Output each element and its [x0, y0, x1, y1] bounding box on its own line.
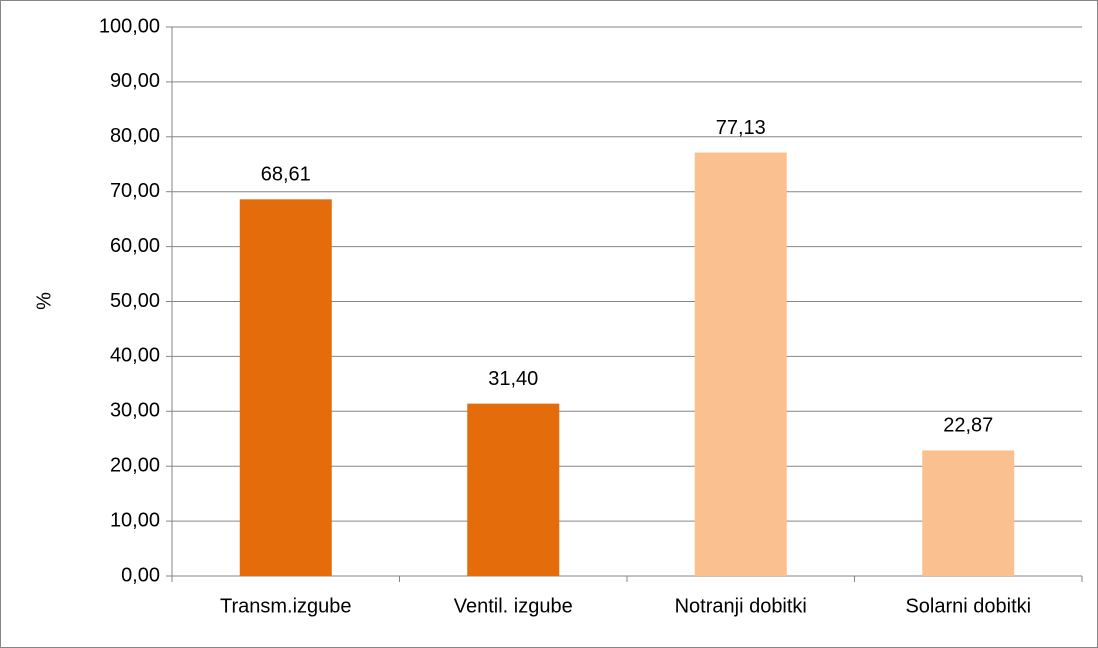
- y-tick-label: 10,00: [110, 509, 160, 531]
- bar: [239, 199, 332, 576]
- y-tick-label: 30,00: [110, 400, 160, 422]
- x-tick-label: Ventil. izgube: [454, 595, 573, 617]
- y-tick-label: 70,00: [110, 180, 160, 202]
- data-label: 22,87: [943, 415, 993, 437]
- y-tick-label: 20,00: [110, 454, 160, 476]
- y-tick-label: 80,00: [110, 125, 160, 147]
- y-tick-label: 90,00: [110, 70, 160, 92]
- y-tick-label: 0,00: [121, 564, 160, 586]
- data-label: 31,40: [488, 368, 538, 390]
- bar: [922, 450, 1015, 576]
- bar: [467, 403, 560, 576]
- data-label: 77,13: [716, 117, 766, 139]
- y-tick-label: 40,00: [110, 345, 160, 367]
- y-tick-label: 100,00: [99, 15, 160, 37]
- data-label: 68,61: [261, 164, 311, 186]
- y-axis-label: %: [33, 292, 55, 310]
- bar: [694, 152, 787, 576]
- x-tick-label: Transm.izgube: [220, 595, 352, 617]
- x-tick-label: Solarni dobitki: [905, 595, 1031, 617]
- y-tick-label: 50,00: [110, 290, 160, 312]
- x-tick-label: Notranji dobitki: [675, 595, 807, 617]
- y-tick-label: 60,00: [110, 235, 160, 257]
